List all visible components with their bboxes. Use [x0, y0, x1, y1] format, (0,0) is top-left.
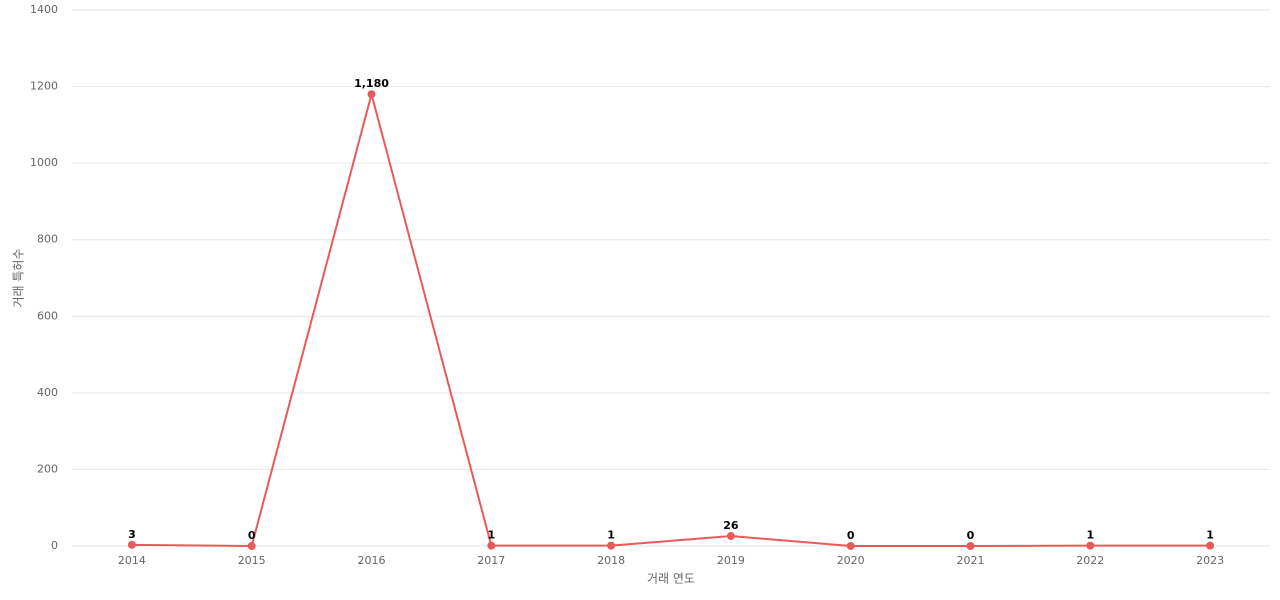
- x-tick-label: 2014: [118, 554, 146, 567]
- y-tick-label: 1000: [30, 156, 58, 169]
- y-axis-label: 거래 특허수: [12, 248, 26, 307]
- value-label: 1: [487, 529, 495, 542]
- x-tick-label: 2019: [717, 554, 745, 567]
- y-tick-label: 200: [37, 462, 58, 475]
- point: [607, 541, 616, 550]
- x-tick-label: 2018: [597, 554, 625, 567]
- point: [127, 540, 136, 549]
- value-label: 0: [847, 529, 855, 542]
- y-tick-label: 1200: [30, 80, 58, 93]
- value-label: 1: [607, 529, 615, 542]
- x-tick-label: 2023: [1196, 554, 1224, 567]
- value-label: 1: [1086, 529, 1094, 542]
- x-tick-label: 2022: [1076, 554, 1104, 567]
- x-axis-label: 거래 연도: [647, 572, 695, 586]
- point: [846, 542, 855, 550]
- value-label: 0: [248, 529, 256, 542]
- x-tick-label: 2015: [238, 554, 266, 567]
- line: [131, 90, 1211, 548]
- x-tick-label: 2017: [477, 554, 505, 567]
- x-tick-label: 2020: [837, 554, 865, 567]
- point: [966, 542, 975, 550]
- value-label: 0: [967, 529, 975, 542]
- point: [1206, 541, 1215, 550]
- value-label: 1: [1206, 529, 1214, 542]
- value-label: 1,180: [354, 77, 389, 90]
- point: [487, 541, 496, 550]
- y-tick-label: 600: [37, 309, 58, 322]
- x-tick-label: 2016: [358, 554, 386, 567]
- value-label: 26: [723, 519, 739, 532]
- y-tick-label: 1400: [30, 3, 58, 16]
- value-label: 3: [128, 528, 136, 541]
- point: [247, 542, 256, 550]
- y-tick-label: 400: [37, 386, 58, 399]
- y-tick-label: 0: [51, 539, 58, 552]
- y-tick-label: 800: [37, 233, 58, 246]
- point: [367, 90, 376, 99]
- x-tick-label: 2021: [957, 554, 985, 567]
- point: [1086, 541, 1095, 550]
- point: [726, 532, 735, 541]
